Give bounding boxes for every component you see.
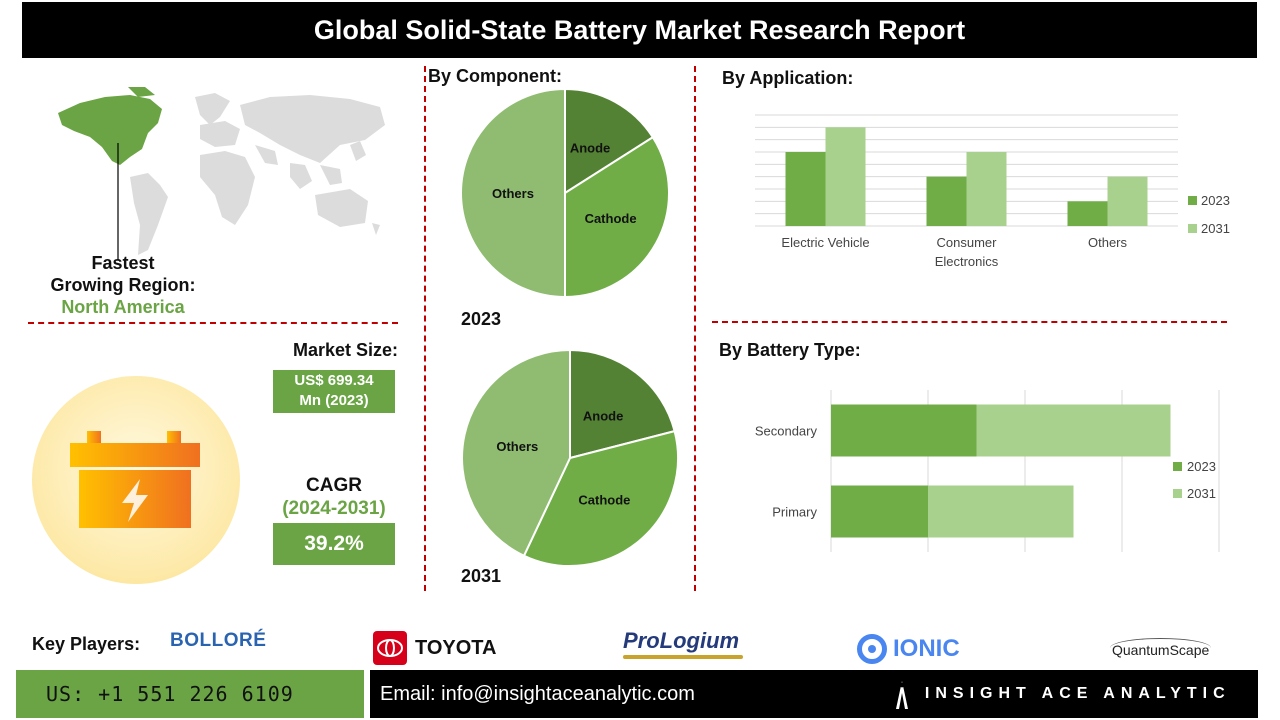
application-bar-chart: Electric Vehicle Consumer Electronics Other… bbox=[755, 114, 1230, 269]
market-size-value: US$ 699.34 Mn (2023) bbox=[273, 370, 395, 413]
world-map bbox=[58, 87, 385, 260]
footer-phone: US: +1 551 226 6109 bbox=[16, 670, 364, 718]
ionic-name: IONIC bbox=[893, 635, 960, 662]
pie-chart-2023: Anode Cathode Others bbox=[460, 88, 670, 299]
brand-name: INSIGHT ACE ANALYTIC bbox=[924, 685, 1231, 702]
bt-legend-label-2023: 2023 bbox=[1187, 459, 1216, 474]
region-value: North America bbox=[61, 297, 185, 317]
app-bar-others-2031 bbox=[1107, 176, 1148, 226]
app-bar-consumer-electronics-2023 bbox=[926, 176, 967, 226]
pie-2023-slice-others bbox=[460, 88, 566, 299]
market-size-label: Market Size: bbox=[292, 340, 398, 360]
pie-chart-2031: Anode Cathode Others bbox=[461, 348, 679, 567]
app-bar-electric-vehicle-2023 bbox=[785, 152, 826, 226]
region-label-line2: Growing Region: bbox=[50, 275, 196, 295]
divider-right-horizontal bbox=[712, 321, 1227, 323]
cagr-value: 39.2% bbox=[273, 523, 395, 565]
app-category-label-others: Others bbox=[1088, 235, 1128, 250]
pie-2023-slice-cathode bbox=[564, 135, 670, 299]
page-title: Global Solid-State Battery Market Resear… bbox=[22, 2, 1257, 58]
prologium-name: ProLogium bbox=[623, 628, 740, 653]
battery-icon bbox=[70, 431, 200, 528]
pie-2031-slice-anode bbox=[569, 348, 676, 460]
logo-prologium: ProLogium bbox=[623, 628, 743, 666]
quantumscape-name: QuantumScape bbox=[1110, 638, 1212, 658]
ionic-emblem-icon bbox=[857, 634, 887, 664]
email-text[interactable]: Email: info@insightaceanalytic.com bbox=[380, 682, 695, 705]
pie-2031-slice-cathode bbox=[522, 429, 679, 567]
pie-2031-title: 2031 bbox=[461, 566, 502, 586]
app-legend-swatch-2023 bbox=[1188, 196, 1197, 205]
toyota-name: TOYOTA bbox=[415, 636, 497, 659]
bt-legend-swatch-2031 bbox=[1173, 489, 1182, 498]
bt-bar-secondary-2023 bbox=[831, 404, 977, 457]
key-players-label: Key Players: bbox=[32, 634, 141, 654]
app-category-label-electric-vehicle: Electric Vehicle bbox=[781, 235, 869, 250]
pie-2023-label-anode: Anode bbox=[570, 140, 610, 155]
cagr-label: CAGR bbox=[306, 475, 362, 496]
pie-2031-slice-others bbox=[461, 348, 571, 558]
app-bar-consumer-electronics-2031 bbox=[966, 152, 1007, 226]
phone-text[interactable]: US: +1 551 226 6109 bbox=[46, 682, 294, 706]
bt-category-label-primary: Primary bbox=[772, 505, 817, 520]
bt-category-label-secondary: Secondary bbox=[755, 424, 818, 439]
market-size-value-line2: Mn (2023) bbox=[299, 392, 369, 409]
app-legend-label-2023: 2023 bbox=[1201, 193, 1230, 208]
bt-legend-label-2031: 2031 bbox=[1187, 486, 1216, 501]
app-legend-swatch-2031 bbox=[1188, 224, 1197, 233]
component-title: By Component: bbox=[428, 66, 562, 86]
app-legend-label-2031: 2031 bbox=[1201, 221, 1230, 236]
cagr-period: (2024-2031) bbox=[282, 498, 386, 519]
application-title: By Application: bbox=[722, 68, 854, 88]
app-category-label-consumer-electronics: Consumer bbox=[937, 235, 998, 250]
bt-bar-primary-2023 bbox=[831, 485, 928, 538]
pie-2031-label-anode: Anode bbox=[583, 408, 623, 423]
divider-left-horizontal bbox=[28, 322, 398, 324]
pie-2031-label-cathode: Cathode bbox=[578, 493, 630, 508]
logo-quantumscape: QuantumScape bbox=[1110, 632, 1212, 664]
battery-illustration bbox=[32, 376, 240, 584]
pie-2023-slice-anode bbox=[564, 88, 655, 195]
app-bar-others-2023 bbox=[1067, 201, 1108, 226]
app-bar-electric-vehicle-2031 bbox=[825, 127, 866, 226]
footer-email-bar: Email: info@insightaceanalytic.com INSIG… bbox=[370, 670, 1258, 718]
pie-2023-title: 2023 bbox=[461, 309, 502, 329]
divider-right bbox=[694, 66, 696, 591]
battery-type-bar-chart: Secondary Primary 2023 2031 bbox=[755, 390, 1220, 552]
bt-legend-swatch-2023 bbox=[1173, 462, 1182, 471]
bt-bar-primary-2031 bbox=[928, 485, 1074, 538]
brand-logo-icon bbox=[895, 679, 909, 709]
bollore-name: BOLLORÉ bbox=[170, 630, 267, 651]
prologium-swoosh-icon bbox=[623, 655, 743, 659]
pie-2031-label-others: Others bbox=[496, 439, 538, 454]
pie-2023-label-cathode: Cathode bbox=[585, 211, 637, 226]
logo-ionic: IONIC bbox=[857, 630, 960, 668]
divider-left bbox=[424, 66, 426, 591]
battery-type-title: By Battery Type: bbox=[719, 340, 861, 360]
market-size-value-line1: US$ 699.34 bbox=[294, 372, 374, 389]
region-label-line1: Fastest bbox=[91, 253, 155, 273]
region-label: Fastest Growing Region: North America bbox=[38, 252, 208, 318]
bt-bar-secondary-2031 bbox=[976, 404, 1171, 457]
pie-2023-label-others: Others bbox=[492, 186, 534, 201]
logo-toyota: TOYOTA bbox=[373, 630, 496, 666]
app-category-label-consumer-electronics: Electronics bbox=[935, 254, 999, 269]
logo-bollore: BOLLORÉ bbox=[170, 622, 266, 660]
toyota-emblem-icon bbox=[373, 631, 407, 665]
